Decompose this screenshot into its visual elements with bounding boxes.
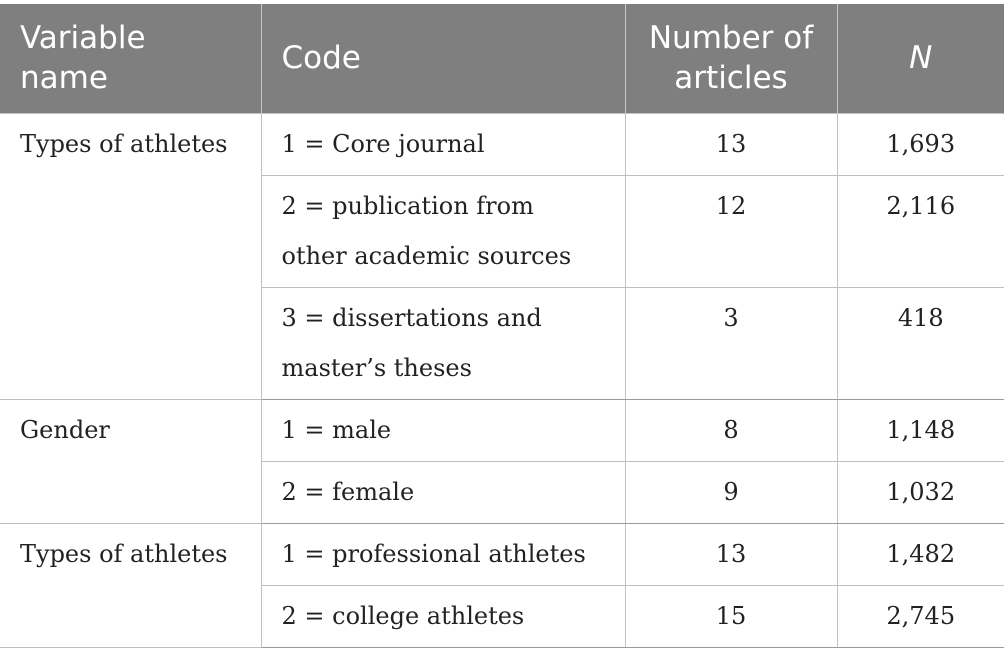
code-cell: 1 = male — [260, 398, 626, 462]
variable-name-cell: Types of athletes — [0, 112, 262, 400]
n-cell: 1,693 — [836, 112, 1004, 176]
code-cell: 2 = female — [260, 460, 626, 524]
code-cell: 1 = professional athletes — [260, 522, 626, 586]
articles-cell: 15 — [624, 584, 838, 648]
articles-cell: 8 — [624, 398, 838, 462]
table-row: Gender 1 = male 8 1,148 — [0, 398, 1004, 524]
header-n: N — [836, 4, 1004, 113]
n-cell: 418 — [836, 286, 1004, 400]
code-cell: 3 = dissertations and master’s theses — [260, 286, 626, 400]
articles-cell: 12 — [624, 174, 838, 288]
n-cell: 2,745 — [836, 584, 1004, 648]
n-cell: 1,032 — [836, 460, 1004, 524]
code-cell: 1 = Core journal — [260, 112, 626, 176]
n-cell: 2,116 — [836, 174, 1004, 288]
table-row: Types of athletes 1 = professional athle… — [0, 522, 1004, 648]
data-table: Variable name Code Number of articles N … — [0, 4, 1004, 648]
code-cell: 2 = publication from other academic sour… — [260, 174, 626, 288]
table-header: Variable name Code Number of articles N — [0, 4, 1004, 113]
n-cell: 1,148 — [836, 398, 1004, 462]
code-cell: 2 = college athletes — [260, 584, 626, 648]
table-row: 2 = female 9 1,032 — [0, 460, 1004, 524]
header-variable-name: Variable name — [0, 4, 261, 113]
header-code: Code — [260, 4, 625, 113]
table-row: 2 = college athletes 15 2,745 — [0, 584, 1004, 648]
variable-name-cell: Types of athletes — [0, 522, 262, 648]
table-body: Types of athletes 1 = Core journal 13 1,… — [0, 112, 1004, 648]
table-row: 3 = dissertations and master’s theses 3 … — [0, 286, 1004, 400]
header-row: Variable name Code Number of articles N — [0, 4, 1004, 113]
articles-cell: 13 — [624, 112, 838, 176]
header-number-of-articles: Number of articles — [624, 4, 837, 113]
articles-cell: 13 — [624, 522, 838, 586]
variable-name-cell: Gender — [0, 398, 262, 524]
table-row: Types of athletes 1 = Core journal 13 1,… — [0, 112, 1004, 400]
articles-cell: 3 — [624, 286, 838, 400]
n-cell: 1,482 — [836, 522, 1004, 586]
articles-cell: 9 — [624, 460, 838, 524]
